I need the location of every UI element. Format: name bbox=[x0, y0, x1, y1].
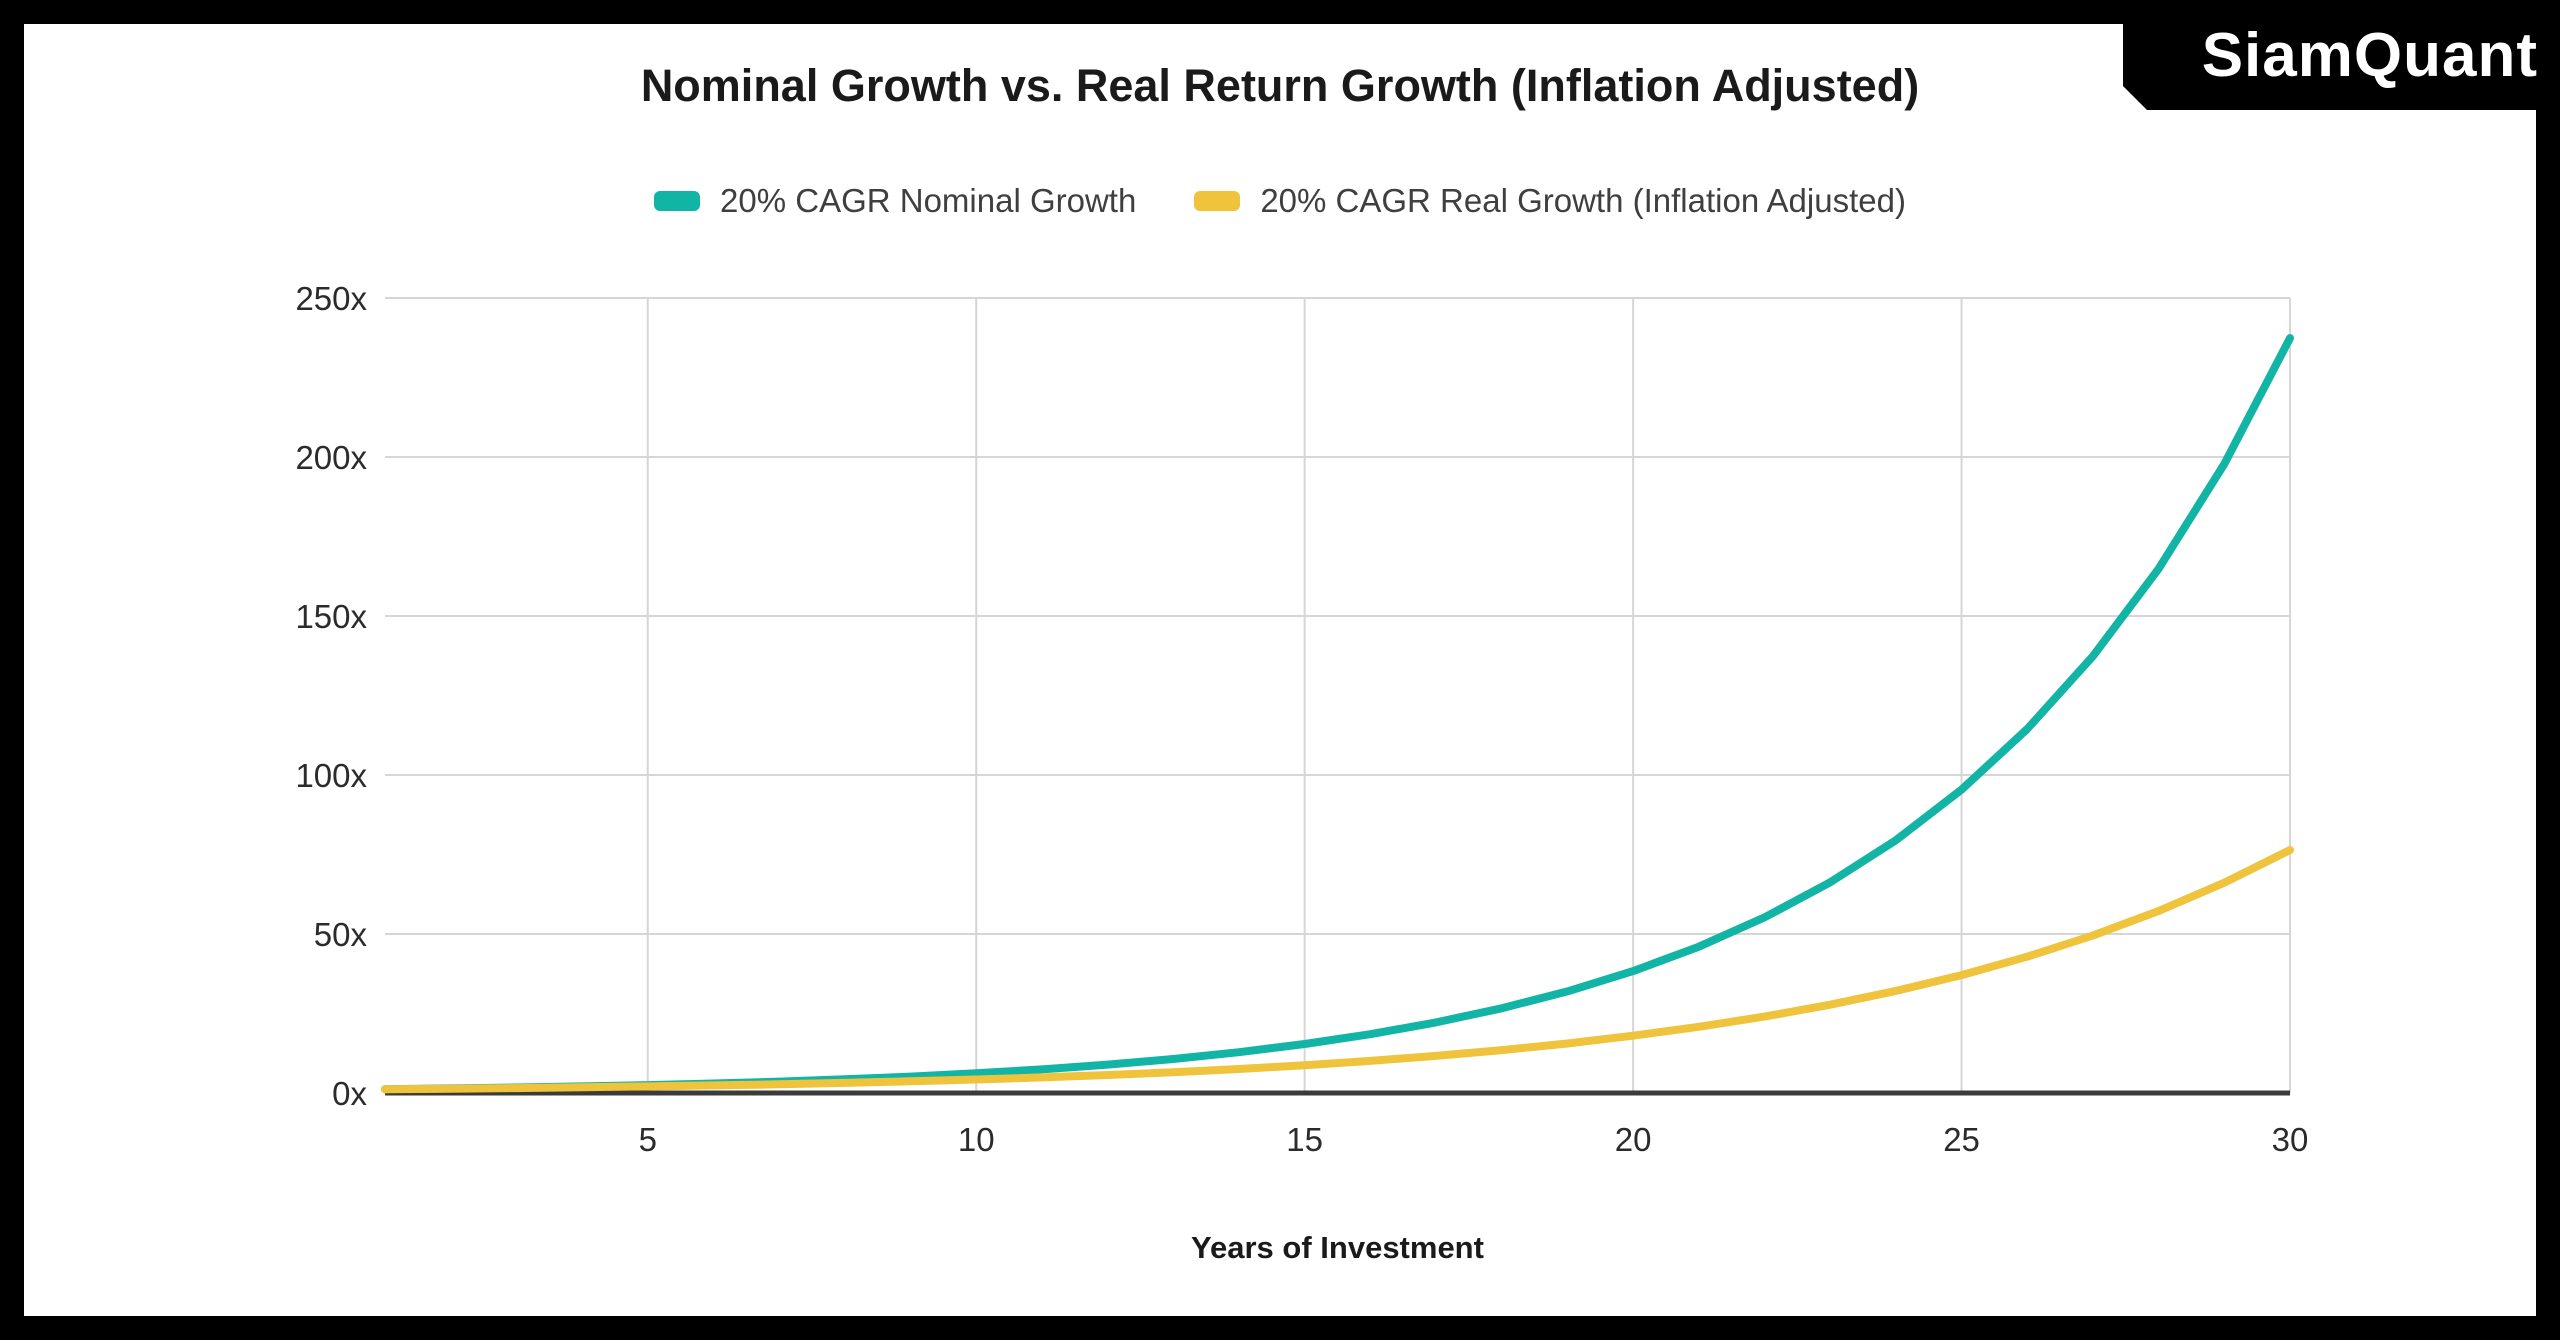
x-tick-label-20: 20 bbox=[1615, 1121, 1652, 1158]
legend-label-nominal: 20% CAGR Nominal Growth bbox=[720, 182, 1137, 219]
legend-item-real: 20% CAGR Real Growth (Inflation Adjusted… bbox=[1194, 182, 1906, 220]
x-tick-label-30: 30 bbox=[2272, 1121, 2309, 1158]
y-tick-label-250: 250x bbox=[295, 280, 367, 317]
legend: 20% CAGR Nominal Growth 20% CAGR Real Gr… bbox=[0, 182, 2560, 220]
x-tick-label-5: 5 bbox=[639, 1121, 657, 1158]
legend-item-nominal: 20% CAGR Nominal Growth bbox=[654, 182, 1136, 220]
y-tick-label-200: 200x bbox=[295, 439, 367, 476]
legend-label-real: 20% CAGR Real Growth (Inflation Adjusted… bbox=[1260, 182, 1906, 219]
x-axis-title: Years of Investment bbox=[1191, 1230, 1484, 1265]
y-tick-label-50: 50x bbox=[314, 916, 368, 953]
legend-swatch-real bbox=[1194, 191, 1241, 211]
y-tick-label-150: 150x bbox=[295, 598, 367, 635]
x-tick-label-15: 15 bbox=[1286, 1121, 1323, 1158]
y-tick-label-100: 100x bbox=[295, 757, 367, 794]
x-tick-label-10: 10 bbox=[958, 1121, 995, 1158]
series-line-1 bbox=[381, 846, 2294, 1094]
series-line-0 bbox=[381, 334, 2294, 1094]
chart-canvas bbox=[24, 24, 2536, 1316]
x-tick-label-25: 25 bbox=[1943, 1121, 1980, 1158]
chart-title: Nominal Growth vs. Real Return Growth (I… bbox=[640, 60, 1920, 111]
siamquant-logo-text: SiamQuant bbox=[2201, 20, 2538, 90]
y-tick-label-0: 0x bbox=[332, 1075, 367, 1112]
siamquant-logo-badge: SiamQuant bbox=[2123, 0, 2560, 110]
legend-swatch-nominal bbox=[654, 191, 701, 211]
